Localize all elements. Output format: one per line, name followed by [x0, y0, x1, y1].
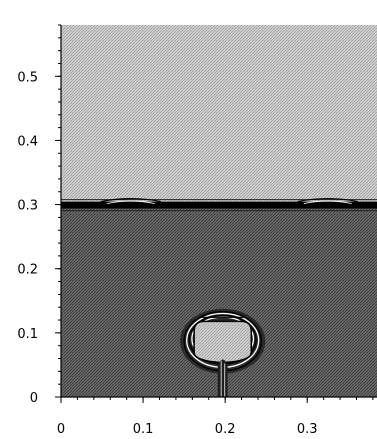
- interface-ripple-highlight: [303, 200, 352, 204]
- interface-ripple: [297, 197, 358, 203]
- x-axis-ticks: 0 0.1 0.2 0.3: [57, 397, 374, 437]
- jet: [217, 359, 228, 397]
- interface-ripple-highlight: [106, 200, 155, 204]
- bubble-core: [193, 320, 253, 364]
- y-tick-label: 0.1: [17, 327, 38, 342]
- interface-line: [61, 201, 377, 209]
- interface-ripple: [100, 197, 161, 203]
- y-tick-label: 0.3: [17, 199, 38, 214]
- axes: [60, 25, 377, 398]
- y-tick-label: 0.5: [17, 70, 38, 85]
- y-tick-label: 0: [30, 391, 38, 406]
- x-tick-label: 0.3: [297, 422, 318, 437]
- upper-fluid-region: [61, 25, 377, 202]
- y-tick-label: 0.2: [17, 263, 38, 278]
- interface-band: [61, 197, 377, 212]
- x-tick-label: 0.2: [215, 422, 236, 437]
- jet-stem: [217, 359, 228, 397]
- x-tick-label: 0: [57, 422, 65, 437]
- y-axis-ticks: 0 0.1 0.2 0.3 0.4 0.5: [17, 24, 61, 406]
- plot-area: [61, 25, 377, 397]
- x-tick-label: 0.1: [133, 422, 154, 437]
- y-tick-label: 0.4: [17, 134, 38, 149]
